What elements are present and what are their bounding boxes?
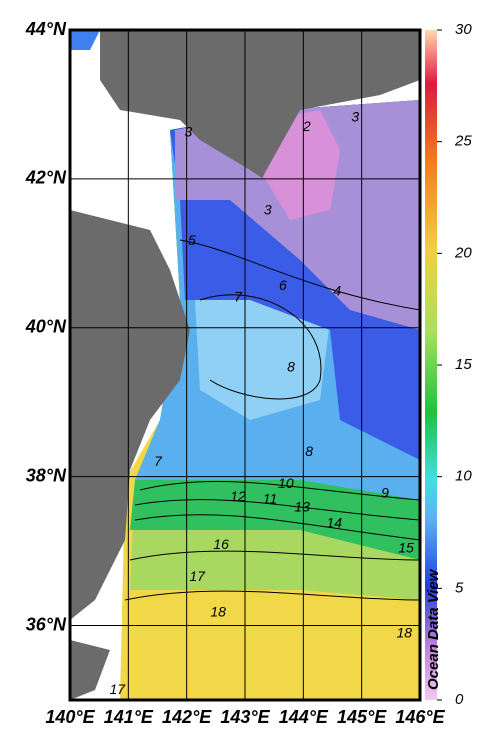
lon-tick-label: 146°E bbox=[395, 707, 445, 727]
contour-label: 7 bbox=[154, 453, 163, 469]
contour-label: 18 bbox=[396, 624, 412, 640]
colorbar-tick-label: 20 bbox=[454, 244, 472, 261]
colorbar-tick-label: 0 bbox=[455, 691, 464, 708]
contour-label: 3 bbox=[351, 109, 359, 125]
contour-label: 17 bbox=[189, 568, 206, 584]
contour-label: 7 bbox=[234, 289, 243, 305]
contour-label: 2 bbox=[302, 118, 311, 134]
colorbar-tick-label: 25 bbox=[454, 133, 472, 150]
contour-label: 5 bbox=[188, 232, 196, 248]
contour-label: 18 bbox=[210, 604, 226, 620]
colorbar-tick-label: 30 bbox=[455, 21, 472, 38]
lat-tick-label: 42°N bbox=[25, 168, 67, 188]
contour-label: 17 bbox=[109, 681, 126, 697]
contour-label: 8 bbox=[287, 359, 295, 375]
contour-label: 9 bbox=[381, 484, 389, 500]
contour-label: 15 bbox=[398, 540, 414, 556]
contour-label: 8 bbox=[305, 443, 313, 459]
contour-label: 10 bbox=[278, 475, 294, 491]
contour-label: 14 bbox=[326, 514, 342, 530]
contour-label: 3 bbox=[264, 202, 272, 218]
contour-label: 4 bbox=[333, 283, 341, 299]
contour-label: 13 bbox=[294, 499, 310, 515]
contour-label: 12 bbox=[230, 488, 246, 504]
lon-tick-label: 140°E bbox=[45, 707, 95, 727]
lat-tick-label: 38°N bbox=[26, 465, 67, 485]
lon-tick-label: 145°E bbox=[337, 707, 387, 727]
colorbar bbox=[425, 30, 437, 700]
contour-label: 11 bbox=[263, 490, 278, 506]
lat-tick-label: 36°N bbox=[26, 614, 67, 634]
lon-tick-label: 144°E bbox=[279, 707, 329, 727]
credit: Ocean Data View bbox=[425, 568, 442, 690]
lat-tick-label: 44°N bbox=[25, 19, 67, 39]
lon-tick-label: 142°E bbox=[162, 707, 212, 727]
colorbar-tick-label: 10 bbox=[455, 468, 472, 485]
lat-tick-label: 40°N bbox=[25, 317, 67, 337]
contour-label: 3 bbox=[185, 123, 193, 139]
lon-tick-label: 143°E bbox=[220, 707, 270, 727]
colorbar-tick-label: 15 bbox=[455, 356, 472, 373]
contour-label: 6 bbox=[279, 277, 287, 293]
lon-tick-label: 141°E bbox=[104, 707, 154, 727]
colorbar-tick-label: 5 bbox=[455, 579, 464, 596]
contour-label: 16 bbox=[213, 536, 229, 552]
